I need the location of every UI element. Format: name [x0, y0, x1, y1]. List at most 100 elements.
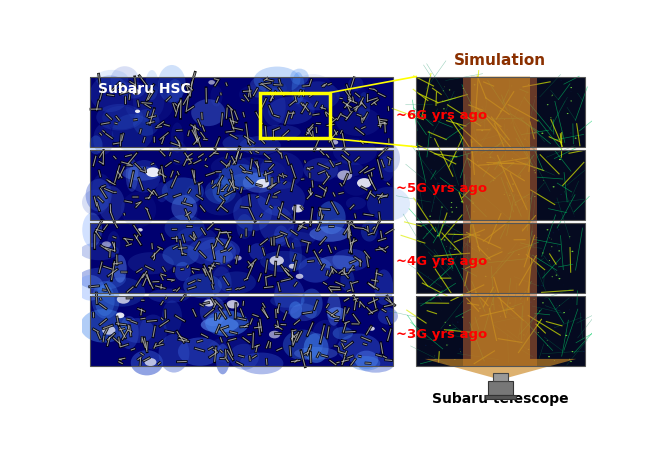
Circle shape — [462, 193, 463, 194]
Circle shape — [138, 228, 143, 231]
Ellipse shape — [211, 156, 251, 178]
Ellipse shape — [121, 318, 154, 343]
Circle shape — [551, 276, 553, 277]
Circle shape — [460, 352, 462, 353]
Circle shape — [535, 96, 536, 97]
Circle shape — [559, 222, 561, 223]
Circle shape — [357, 178, 372, 188]
Circle shape — [453, 266, 454, 267]
Bar — [417, 223, 584, 293]
Ellipse shape — [367, 187, 410, 221]
Circle shape — [567, 113, 569, 114]
Circle shape — [516, 143, 517, 144]
Bar — [493, 373, 508, 382]
Ellipse shape — [320, 160, 364, 178]
Ellipse shape — [337, 333, 380, 363]
Circle shape — [426, 157, 427, 158]
Circle shape — [558, 152, 559, 153]
Circle shape — [490, 128, 491, 129]
Ellipse shape — [303, 333, 328, 363]
Circle shape — [256, 179, 269, 188]
Circle shape — [448, 344, 449, 345]
Ellipse shape — [249, 78, 266, 98]
Circle shape — [471, 162, 473, 164]
Ellipse shape — [229, 344, 259, 370]
Ellipse shape — [178, 338, 222, 366]
Ellipse shape — [121, 192, 156, 227]
Circle shape — [295, 274, 303, 279]
Ellipse shape — [184, 274, 222, 298]
Circle shape — [450, 121, 451, 122]
Circle shape — [474, 84, 476, 86]
Ellipse shape — [327, 218, 349, 234]
Circle shape — [550, 250, 551, 251]
Circle shape — [543, 180, 544, 181]
Ellipse shape — [336, 86, 368, 103]
Ellipse shape — [216, 344, 230, 374]
Ellipse shape — [301, 288, 322, 319]
Ellipse shape — [201, 186, 241, 216]
Circle shape — [472, 194, 473, 195]
Circle shape — [478, 190, 480, 191]
Ellipse shape — [262, 88, 286, 126]
Circle shape — [478, 85, 479, 86]
Ellipse shape — [283, 330, 323, 360]
Circle shape — [270, 256, 284, 266]
Circle shape — [117, 295, 130, 304]
Ellipse shape — [167, 79, 183, 104]
Circle shape — [420, 285, 421, 286]
Ellipse shape — [112, 114, 153, 152]
Ellipse shape — [89, 135, 103, 154]
Text: Subaru telescope: Subaru telescope — [432, 392, 569, 406]
Ellipse shape — [102, 106, 139, 130]
Ellipse shape — [294, 347, 338, 360]
Ellipse shape — [171, 195, 197, 220]
Circle shape — [454, 234, 455, 235]
Circle shape — [426, 96, 428, 97]
Ellipse shape — [91, 281, 120, 319]
Circle shape — [524, 139, 526, 140]
Ellipse shape — [149, 288, 190, 303]
Circle shape — [445, 322, 446, 323]
Circle shape — [512, 158, 513, 159]
Circle shape — [338, 170, 352, 180]
FancyArrow shape — [424, 76, 576, 380]
Ellipse shape — [259, 206, 294, 243]
Ellipse shape — [162, 177, 204, 205]
Ellipse shape — [168, 141, 188, 165]
Circle shape — [433, 202, 435, 203]
Circle shape — [487, 158, 488, 159]
Text: ~5G yrs ago: ~5G yrs ago — [396, 182, 487, 195]
Circle shape — [509, 195, 510, 196]
Text: ~6G yrs ago: ~6G yrs ago — [396, 108, 487, 122]
Ellipse shape — [208, 337, 250, 363]
Ellipse shape — [119, 316, 139, 349]
Circle shape — [543, 248, 544, 250]
Ellipse shape — [287, 223, 328, 241]
Bar — [90, 296, 393, 366]
Bar — [417, 76, 584, 147]
Circle shape — [509, 209, 510, 210]
Ellipse shape — [107, 231, 120, 257]
Circle shape — [480, 90, 482, 91]
Circle shape — [209, 80, 215, 85]
Ellipse shape — [357, 356, 394, 373]
Bar — [90, 149, 393, 220]
Circle shape — [431, 169, 432, 170]
Circle shape — [479, 308, 481, 309]
Circle shape — [509, 302, 511, 304]
Ellipse shape — [274, 277, 305, 314]
Ellipse shape — [131, 350, 163, 375]
Circle shape — [448, 186, 449, 187]
Bar — [260, 93, 330, 138]
Circle shape — [459, 349, 461, 350]
Bar — [417, 149, 584, 220]
Ellipse shape — [355, 351, 378, 369]
Ellipse shape — [268, 231, 315, 247]
Circle shape — [492, 304, 494, 305]
Ellipse shape — [378, 307, 398, 324]
Circle shape — [486, 114, 488, 116]
Ellipse shape — [164, 215, 205, 241]
Circle shape — [559, 278, 561, 279]
Circle shape — [469, 115, 470, 117]
